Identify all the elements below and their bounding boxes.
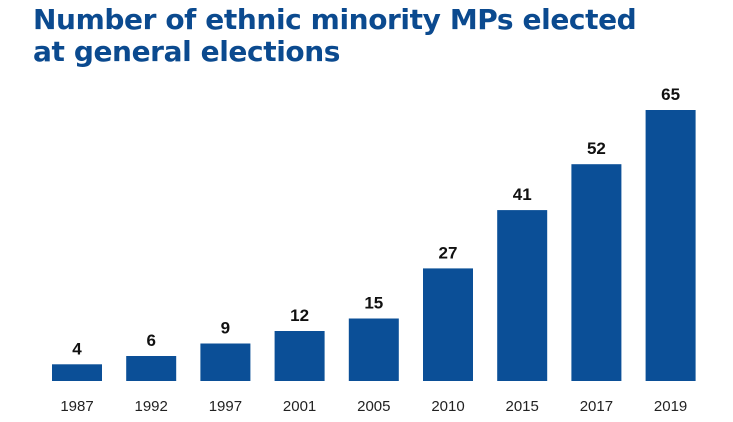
category-label-2005: 2005 [357,398,390,415]
value-label-2001: 12 [290,306,309,325]
bar-1987 [52,364,102,381]
value-labels-group: 4 6 9 12 15 27 41 52 65 [72,85,680,358]
category-label-2017: 2017 [580,398,613,415]
bar-2015 [497,210,548,381]
bar-2019 [645,110,696,381]
value-label-1987: 4 [72,339,82,358]
bar-2005 [348,318,399,381]
bars-group [52,110,696,381]
value-label-2017: 52 [587,139,606,158]
category-labels-group: 1987 1992 1997 2001 2005 2010 2015 2017 2019 [60,398,687,415]
category-label-2001: 2001 [283,398,316,415]
bar-2001 [274,331,325,381]
value-label-2010: 27 [439,243,458,262]
value-label-1992: 6 [146,331,155,350]
bar-2017 [571,164,622,381]
value-label-2019: 65 [661,85,680,104]
category-label-1992: 1992 [135,398,168,415]
bar-1992 [126,356,177,381]
chart-title-line-1: Number of ethnic minority MPs elected [33,3,637,36]
bar-1997 [200,343,251,381]
category-label-1987: 1987 [60,398,93,415]
value-label-2005: 15 [364,294,383,313]
category-label-2019: 2019 [654,398,687,415]
category-label-2015: 2015 [506,398,539,415]
value-label-2015: 41 [513,185,532,204]
category-label-2010: 2010 [431,398,464,415]
bar-2010 [423,268,473,381]
value-label-1997: 9 [221,319,230,338]
category-label-1997: 1997 [209,398,242,415]
chart-title: Number of ethnic minority MPs elected at… [33,4,693,68]
chart-title-line-2: at general elections [33,35,341,68]
